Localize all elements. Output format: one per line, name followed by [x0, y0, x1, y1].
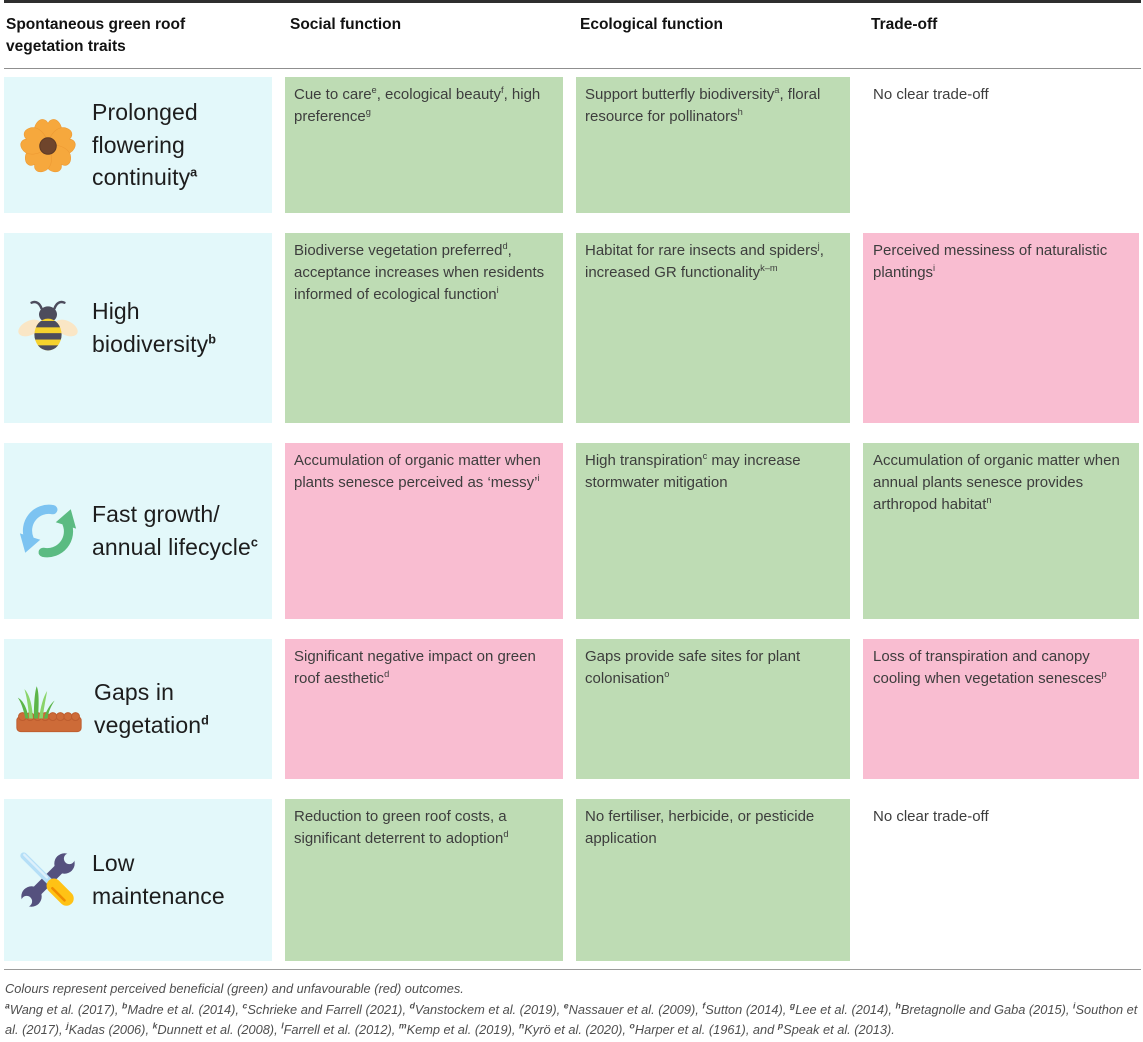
- ecological-cell: No fertiliser, herbicide, or pesticide a…: [576, 799, 850, 961]
- trait-label: Low maintenance: [92, 850, 225, 909]
- ecological-cell: Habitat for rare insects and spidersj, i…: [576, 233, 850, 423]
- trait-label: Fast growth/ annual lifecyclec: [92, 501, 259, 560]
- tradeoff-cell: Accumulation of organic matter when annu…: [863, 443, 1139, 619]
- colour-legend-note: Colours represent perceived beneficial (…: [5, 981, 464, 996]
- cycle-arrows-icon: [14, 500, 82, 562]
- trait-cell-high-biodiversity: High biodiversityb: [4, 233, 272, 423]
- tradeoff-cell: No clear trade-off: [873, 86, 989, 103]
- tradeoff-cell: No clear trade-off: [873, 808, 989, 825]
- flower-icon: [14, 112, 82, 178]
- table-header-row: Spontaneous green roof vegetation traits…: [4, 0, 1141, 69]
- column-header-tradeoff: Trade-off: [871, 16, 938, 33]
- table-body: Prolonged flowering continuitya Cue to c…: [4, 77, 1141, 961]
- ecological-cell: Support butterfly biodiversitya, floral …: [576, 77, 850, 213]
- column-header-traits: Spontaneous green roof vegetation traits: [6, 16, 186, 55]
- social-cell: Accumulation of organic matter when plan…: [285, 443, 563, 619]
- trait-cell-fast-growth: Fast growth/ annual lifecyclec: [4, 443, 272, 619]
- column-header-social: Social function: [290, 16, 402, 33]
- ecological-cell: High transpirationc may increase stormwa…: [576, 443, 850, 619]
- social-cell: Cue to caree, ecological beautyf, high p…: [285, 77, 563, 213]
- tradeoff-cell: Perceived messiness of naturalistic plan…: [863, 233, 1139, 423]
- social-cell: Reduction to green roof costs, a signifi…: [285, 799, 563, 961]
- trait-cell-prolonged-flowering: Prolonged flowering continuitya: [4, 77, 272, 213]
- trait-cell-gaps-in-vegetation: Gaps in vegetationd: [4, 639, 272, 779]
- table-footnote: Colours represent perceived beneficial (…: [4, 969, 1141, 1039]
- tradeoff-cell: Loss of transpiration and canopy cooling…: [863, 639, 1139, 779]
- trait-label: Prolonged flowering continuitya: [92, 99, 198, 191]
- social-cell: Significant negative impact on green roo…: [285, 639, 563, 779]
- tools-icon: [14, 847, 82, 913]
- reference-list: aWang et al. (2017), bMadre et al. (2014…: [5, 1000, 1138, 1037]
- trait-cell-low-maintenance: Low maintenance: [4, 799, 272, 961]
- grass-icon: [14, 681, 84, 737]
- column-header-ecological: Ecological function: [580, 16, 723, 33]
- social-cell: Biodiverse vegetation preferredd, accept…: [285, 233, 563, 423]
- ecological-cell: Gaps provide safe sites for plant coloni…: [576, 639, 850, 779]
- trait-label: Gaps in vegetationd: [94, 679, 209, 738]
- bee-icon: [14, 298, 82, 358]
- trait-label: High biodiversityb: [92, 298, 217, 357]
